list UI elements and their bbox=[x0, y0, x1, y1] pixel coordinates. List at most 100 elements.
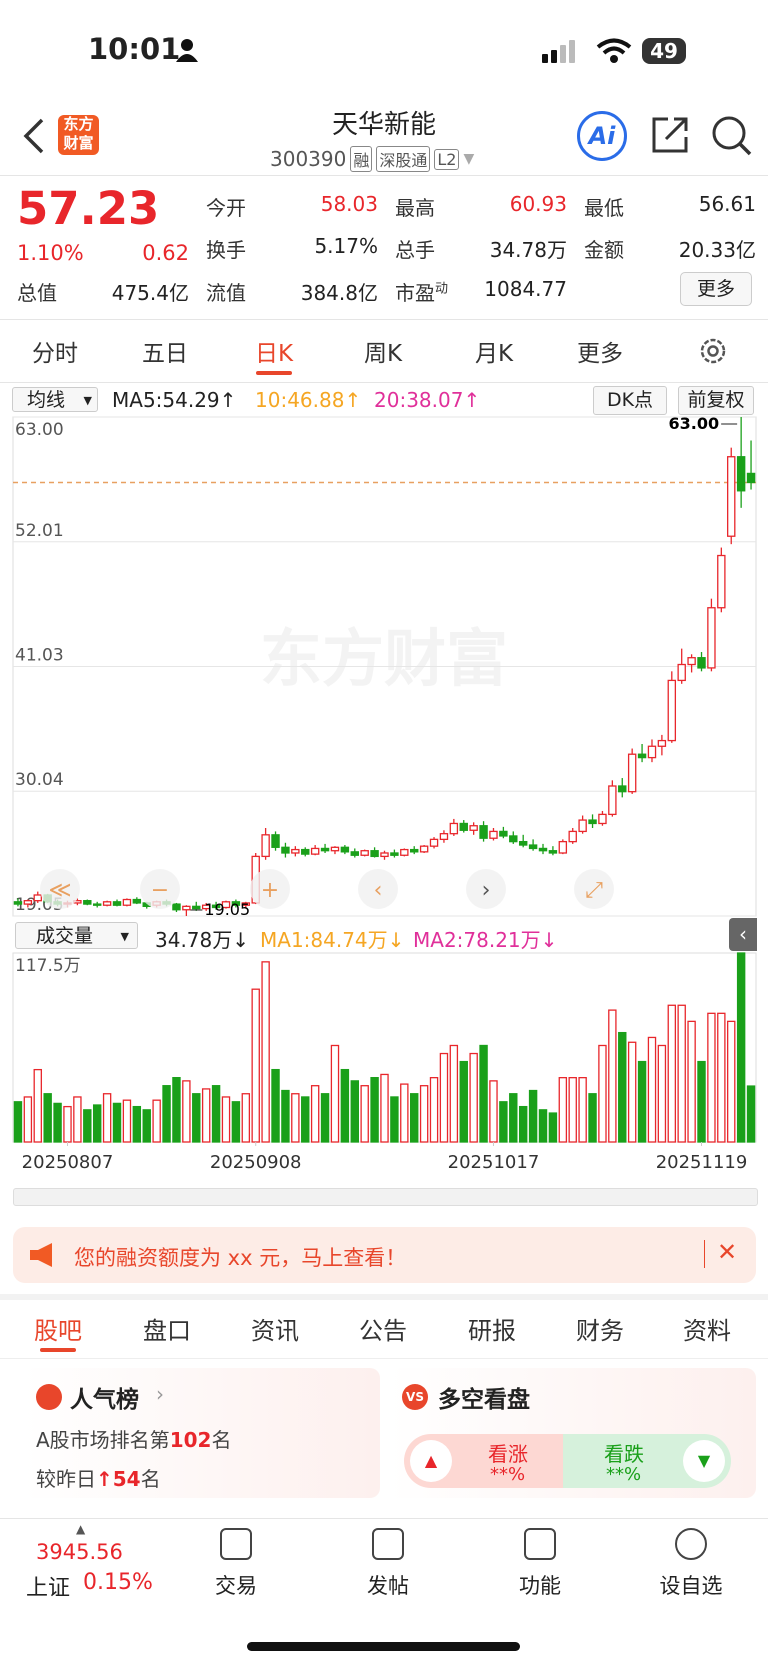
ai-button[interactable]: Ai bbox=[577, 111, 627, 161]
candle-body bbox=[657, 739, 667, 747]
candle-body bbox=[439, 833, 449, 841]
candle-body bbox=[469, 825, 478, 831]
field-value: 384.8亿 bbox=[300, 281, 378, 305]
volume-bar bbox=[707, 1012, 716, 1143]
x-tick-label: 20250807 bbox=[22, 1152, 114, 1173]
tab-indicator bbox=[40, 1348, 76, 1352]
volume-bar bbox=[588, 1093, 597, 1143]
back-button[interactable] bbox=[22, 118, 46, 154]
volume-bar bbox=[657, 1044, 667, 1143]
chart-tab[interactable]: 分时 bbox=[32, 341, 78, 367]
section-tab[interactable]: 公告 bbox=[359, 1317, 407, 1345]
search-button[interactable] bbox=[711, 115, 753, 157]
nav-label[interactable]: 发帖 bbox=[367, 1574, 409, 1598]
scrollbar[interactable] bbox=[13, 1188, 758, 1206]
volume-bar bbox=[112, 1102, 122, 1143]
volume-bar bbox=[697, 1060, 706, 1143]
volume-selector[interactable]: 成交量 ▼ bbox=[15, 922, 138, 949]
field-value: 34.78万 bbox=[489, 238, 567, 262]
volume-bar bbox=[92, 1104, 102, 1143]
chart-tab[interactable]: 月K bbox=[474, 341, 514, 367]
chart-tab[interactable]: 五日 bbox=[142, 341, 188, 367]
chart-control[interactable] bbox=[574, 869, 614, 909]
volume-bar bbox=[182, 1080, 191, 1143]
section-tab[interactable]: 财务 bbox=[576, 1317, 624, 1345]
chart-control[interactable] bbox=[358, 869, 398, 909]
change-pct: 1.10% bbox=[17, 241, 84, 265]
volume-text: 34.78万↓ bbox=[155, 928, 250, 952]
chart-tab[interactable]: 更多 bbox=[577, 341, 623, 367]
volume-bar bbox=[301, 1096, 310, 1143]
app-logo: 东方 财富 bbox=[58, 115, 99, 155]
volume-bar bbox=[63, 1105, 72, 1143]
candle-body bbox=[112, 901, 122, 906]
candle-body bbox=[528, 844, 538, 850]
volume-bar bbox=[201, 1088, 211, 1143]
signal-icon bbox=[542, 40, 575, 63]
rank-text: 较昨日 bbox=[36, 1467, 96, 1491]
field-label-sup: 动 bbox=[435, 281, 449, 297]
divider bbox=[0, 319, 768, 320]
nav-icon[interactable] bbox=[675, 1528, 707, 1560]
rank-change-line: 较昨日↑54名 bbox=[36, 1467, 161, 1491]
ma-selector[interactable]: 均线 ▼ bbox=[12, 387, 98, 412]
candle-body bbox=[618, 785, 627, 793]
y-tick-label: 63.00 bbox=[15, 420, 64, 440]
chart-control[interactable] bbox=[40, 869, 80, 909]
chart-tab[interactable]: 日K bbox=[254, 341, 294, 367]
field-label: 总值 bbox=[17, 281, 57, 305]
volume-ma-label: MA1:84.74万↓ bbox=[260, 928, 405, 952]
nav-label[interactable]: 交易 bbox=[215, 1574, 257, 1598]
field-value: 20.33亿 bbox=[678, 238, 756, 262]
section-tab[interactable]: 股吧 bbox=[34, 1317, 82, 1345]
volume-bar bbox=[310, 1085, 320, 1143]
volume-bar bbox=[330, 1044, 340, 1143]
caret: ▲ bbox=[76, 1522, 86, 1536]
close-button[interactable]: ✕ bbox=[717, 1238, 738, 1266]
nav-icon[interactable] bbox=[524, 1528, 556, 1560]
popularity-card[interactable] bbox=[23, 1368, 380, 1498]
candle-body bbox=[182, 905, 191, 911]
index-value[interactable]: 3945.56 bbox=[36, 1540, 123, 1564]
sentiment-icon: VS bbox=[402, 1384, 428, 1410]
candle-body bbox=[499, 830, 508, 837]
nav-label[interactable]: 功能 bbox=[519, 1574, 561, 1598]
section-tab[interactable]: 资讯 bbox=[251, 1317, 299, 1345]
section-tab[interactable]: 研报 bbox=[468, 1317, 516, 1345]
volume-bar bbox=[608, 1009, 617, 1143]
banner[interactable] bbox=[13, 1227, 756, 1283]
volume-bar bbox=[162, 1085, 171, 1143]
volume-bar bbox=[83, 1109, 92, 1143]
volume-bar bbox=[261, 961, 270, 1143]
more-button[interactable]: 更多 bbox=[680, 272, 752, 306]
field-label: 最低 bbox=[584, 196, 624, 220]
candle-body bbox=[132, 898, 142, 904]
nav-label[interactable]: 设自选 bbox=[659, 1574, 723, 1598]
chart-tab[interactable]: 周K bbox=[363, 341, 403, 367]
candle-body bbox=[281, 846, 290, 854]
chart-control[interactable] bbox=[250, 869, 290, 909]
candle-body bbox=[509, 835, 518, 843]
nav-icon[interactable] bbox=[220, 1528, 252, 1560]
adjust-button[interactable]: 前复权 bbox=[678, 386, 754, 415]
candle-body bbox=[102, 901, 112, 906]
chart-control-icon: ⤢ bbox=[585, 878, 603, 903]
chart-control[interactable] bbox=[466, 869, 506, 909]
volume-selector-label: 成交量 bbox=[36, 925, 94, 947]
section-tab[interactable]: 资料 bbox=[683, 1317, 731, 1345]
index-change: 0.15% bbox=[83, 1570, 153, 1595]
settings-button[interactable] bbox=[698, 336, 728, 366]
share-button[interactable] bbox=[650, 115, 690, 155]
divider bbox=[0, 1294, 768, 1300]
volume-bar bbox=[479, 1044, 488, 1143]
section-tab[interactable]: 盘口 bbox=[143, 1317, 191, 1345]
tab-indicator bbox=[256, 371, 292, 375]
bull-icon: ▲ bbox=[410, 1440, 452, 1482]
chart-control[interactable] bbox=[140, 869, 180, 909]
volume-bar bbox=[350, 1080, 359, 1143]
volume-bar bbox=[548, 1112, 558, 1143]
nav-icon[interactable] bbox=[372, 1528, 404, 1560]
dk-button[interactable]: DK点 bbox=[593, 386, 667, 415]
collapse-button[interactable]: ‹ bbox=[729, 918, 757, 951]
candle-body bbox=[627, 753, 637, 793]
